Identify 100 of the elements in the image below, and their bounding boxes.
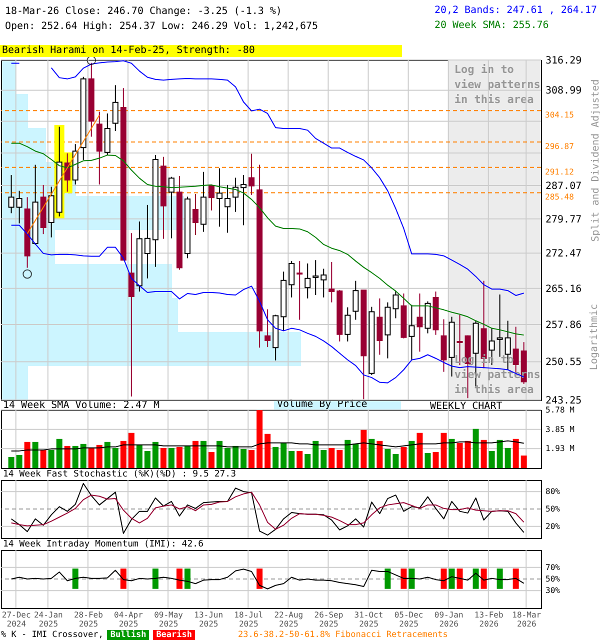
legend-title: % K - IMI Crossover, [1, 630, 104, 640]
bar [440, 432, 447, 468]
bar [472, 428, 479, 468]
line-series [10, 440, 524, 452]
bar [488, 450, 495, 468]
y-tick-label: 1.93 M [546, 444, 575, 454]
text: 23.6-38.2-50-61.8% Fibonacci Retracements [238, 630, 448, 640]
x-tick-label: 28-Feb 2025 [74, 610, 104, 628]
chart-title: 18-Mar-26 Close: 246.70 Change: -3.25 (-1.3 %) [5, 6, 282, 18]
y-tick-label: 20% [546, 522, 560, 531]
annotation: WEEKLY CHART [430, 401, 502, 413]
y-tick-label: 5.78 M [546, 406, 575, 414]
ref-line-label: 296.87 [545, 142, 574, 152]
ref-line-label: 285.48 [545, 192, 574, 202]
y-tick-label: 279.77 [546, 214, 582, 226]
candlestick [304, 262, 311, 299]
y-tick-label: 316.29 [546, 56, 582, 66]
bar [264, 434, 271, 468]
candlestick [312, 260, 319, 296]
bar [80, 444, 86, 468]
text: Bullish [107, 630, 150, 640]
chart-subtitle: Open: 252.64 High: 254.37 Low: 246.29 Vol: 1,242,675 [5, 21, 318, 32]
bar [496, 440, 503, 468]
bar [40, 450, 46, 468]
bar [368, 438, 375, 468]
x-tick-label: 26-Sep 2025 [314, 610, 344, 628]
x-tick-label: 22-Aug 2025 [274, 610, 304, 628]
bar [504, 448, 511, 468]
text: 20,2 Bands: 247.61 , 264.17 [434, 4, 597, 18]
x-tick-label: 09-May 2025 [154, 610, 184, 628]
candlestick [112, 84, 118, 132]
bar [128, 432, 134, 468]
candlestick [264, 308, 271, 348]
candlestick [296, 260, 303, 320]
bar [360, 430, 367, 468]
chart-title: 14 Week SMA Volume: 2.47 M [3, 400, 160, 411]
bar [424, 452, 431, 468]
x-tick-label: 31-Oct 2025 [354, 610, 384, 628]
bar [272, 446, 279, 468]
bar [296, 450, 303, 468]
x-tick-label: 04-Apr 2025 [114, 610, 144, 628]
bar [208, 452, 215, 468]
y-tick-label: 70% [546, 562, 560, 572]
bar [416, 432, 423, 468]
line-series [10, 568, 524, 590]
candlestick [224, 184, 231, 234]
y-tick-label: 272.47 [546, 248, 582, 260]
line-series [10, 482, 524, 536]
bar [160, 448, 166, 468]
y-tick-label: 257.86 [546, 320, 582, 331]
chart-title: 14 Week Intraday Momentum (IMI): 42.6 [3, 540, 204, 550]
bar [96, 444, 102, 468]
x-tick-label: 09-Jan 2026 [434, 610, 464, 628]
candlestick [192, 193, 198, 236]
candlestick [408, 304, 415, 360]
candlestick [168, 176, 174, 239]
ref-line-label: 291.12 [545, 167, 574, 176]
candlestick [496, 294, 503, 358]
candlestick [208, 184, 215, 211]
candlestick [352, 280, 359, 320]
candlestick [416, 293, 423, 352]
line-series [10, 142, 524, 336]
bar [408, 440, 415, 468]
bar [464, 440, 471, 468]
bar [480, 440, 487, 468]
text: Bearish Harami on 14-Feb-25, Strength: -80 [0, 45, 402, 57]
text: Logarithmic [588, 304, 600, 370]
candlestick [328, 262, 335, 303]
bar [512, 438, 519, 468]
bar [64, 446, 70, 468]
y-tick-label: 3.85 M [546, 424, 575, 434]
bar [168, 448, 174, 468]
band-label: Log in to view patterns in this area [454, 63, 540, 106]
y-tick-label: 80% [546, 487, 560, 496]
candlestick [104, 112, 110, 156]
candlestick [288, 260, 295, 298]
y-tick-label: 265.16 [546, 284, 582, 295]
bar [448, 438, 455, 468]
bar [328, 448, 335, 468]
bar [176, 446, 182, 468]
bar [24, 442, 30, 468]
bar [224, 448, 231, 468]
x-tick-label: 24-Jan 2025 [34, 610, 64, 628]
bar [248, 450, 255, 468]
bar [304, 454, 311, 468]
bar [216, 440, 223, 468]
bar [32, 442, 38, 468]
bar [120, 440, 126, 468]
bar [184, 446, 190, 468]
bar [104, 442, 110, 468]
x-tick-label: 18-Jul 2025 [234, 610, 264, 628]
candlestick [344, 306, 351, 342]
text: 20 Week SMA: 255.76 [434, 19, 550, 33]
x-tick-label: 05-Dec 2025 [394, 610, 424, 628]
y-tick-label: 30% [546, 586, 560, 596]
candlestick [216, 168, 223, 228]
bar [400, 446, 407, 468]
y-tick-label: 250.55 [546, 357, 582, 368]
candlestick [320, 268, 327, 298]
text: Bearish [153, 630, 196, 640]
